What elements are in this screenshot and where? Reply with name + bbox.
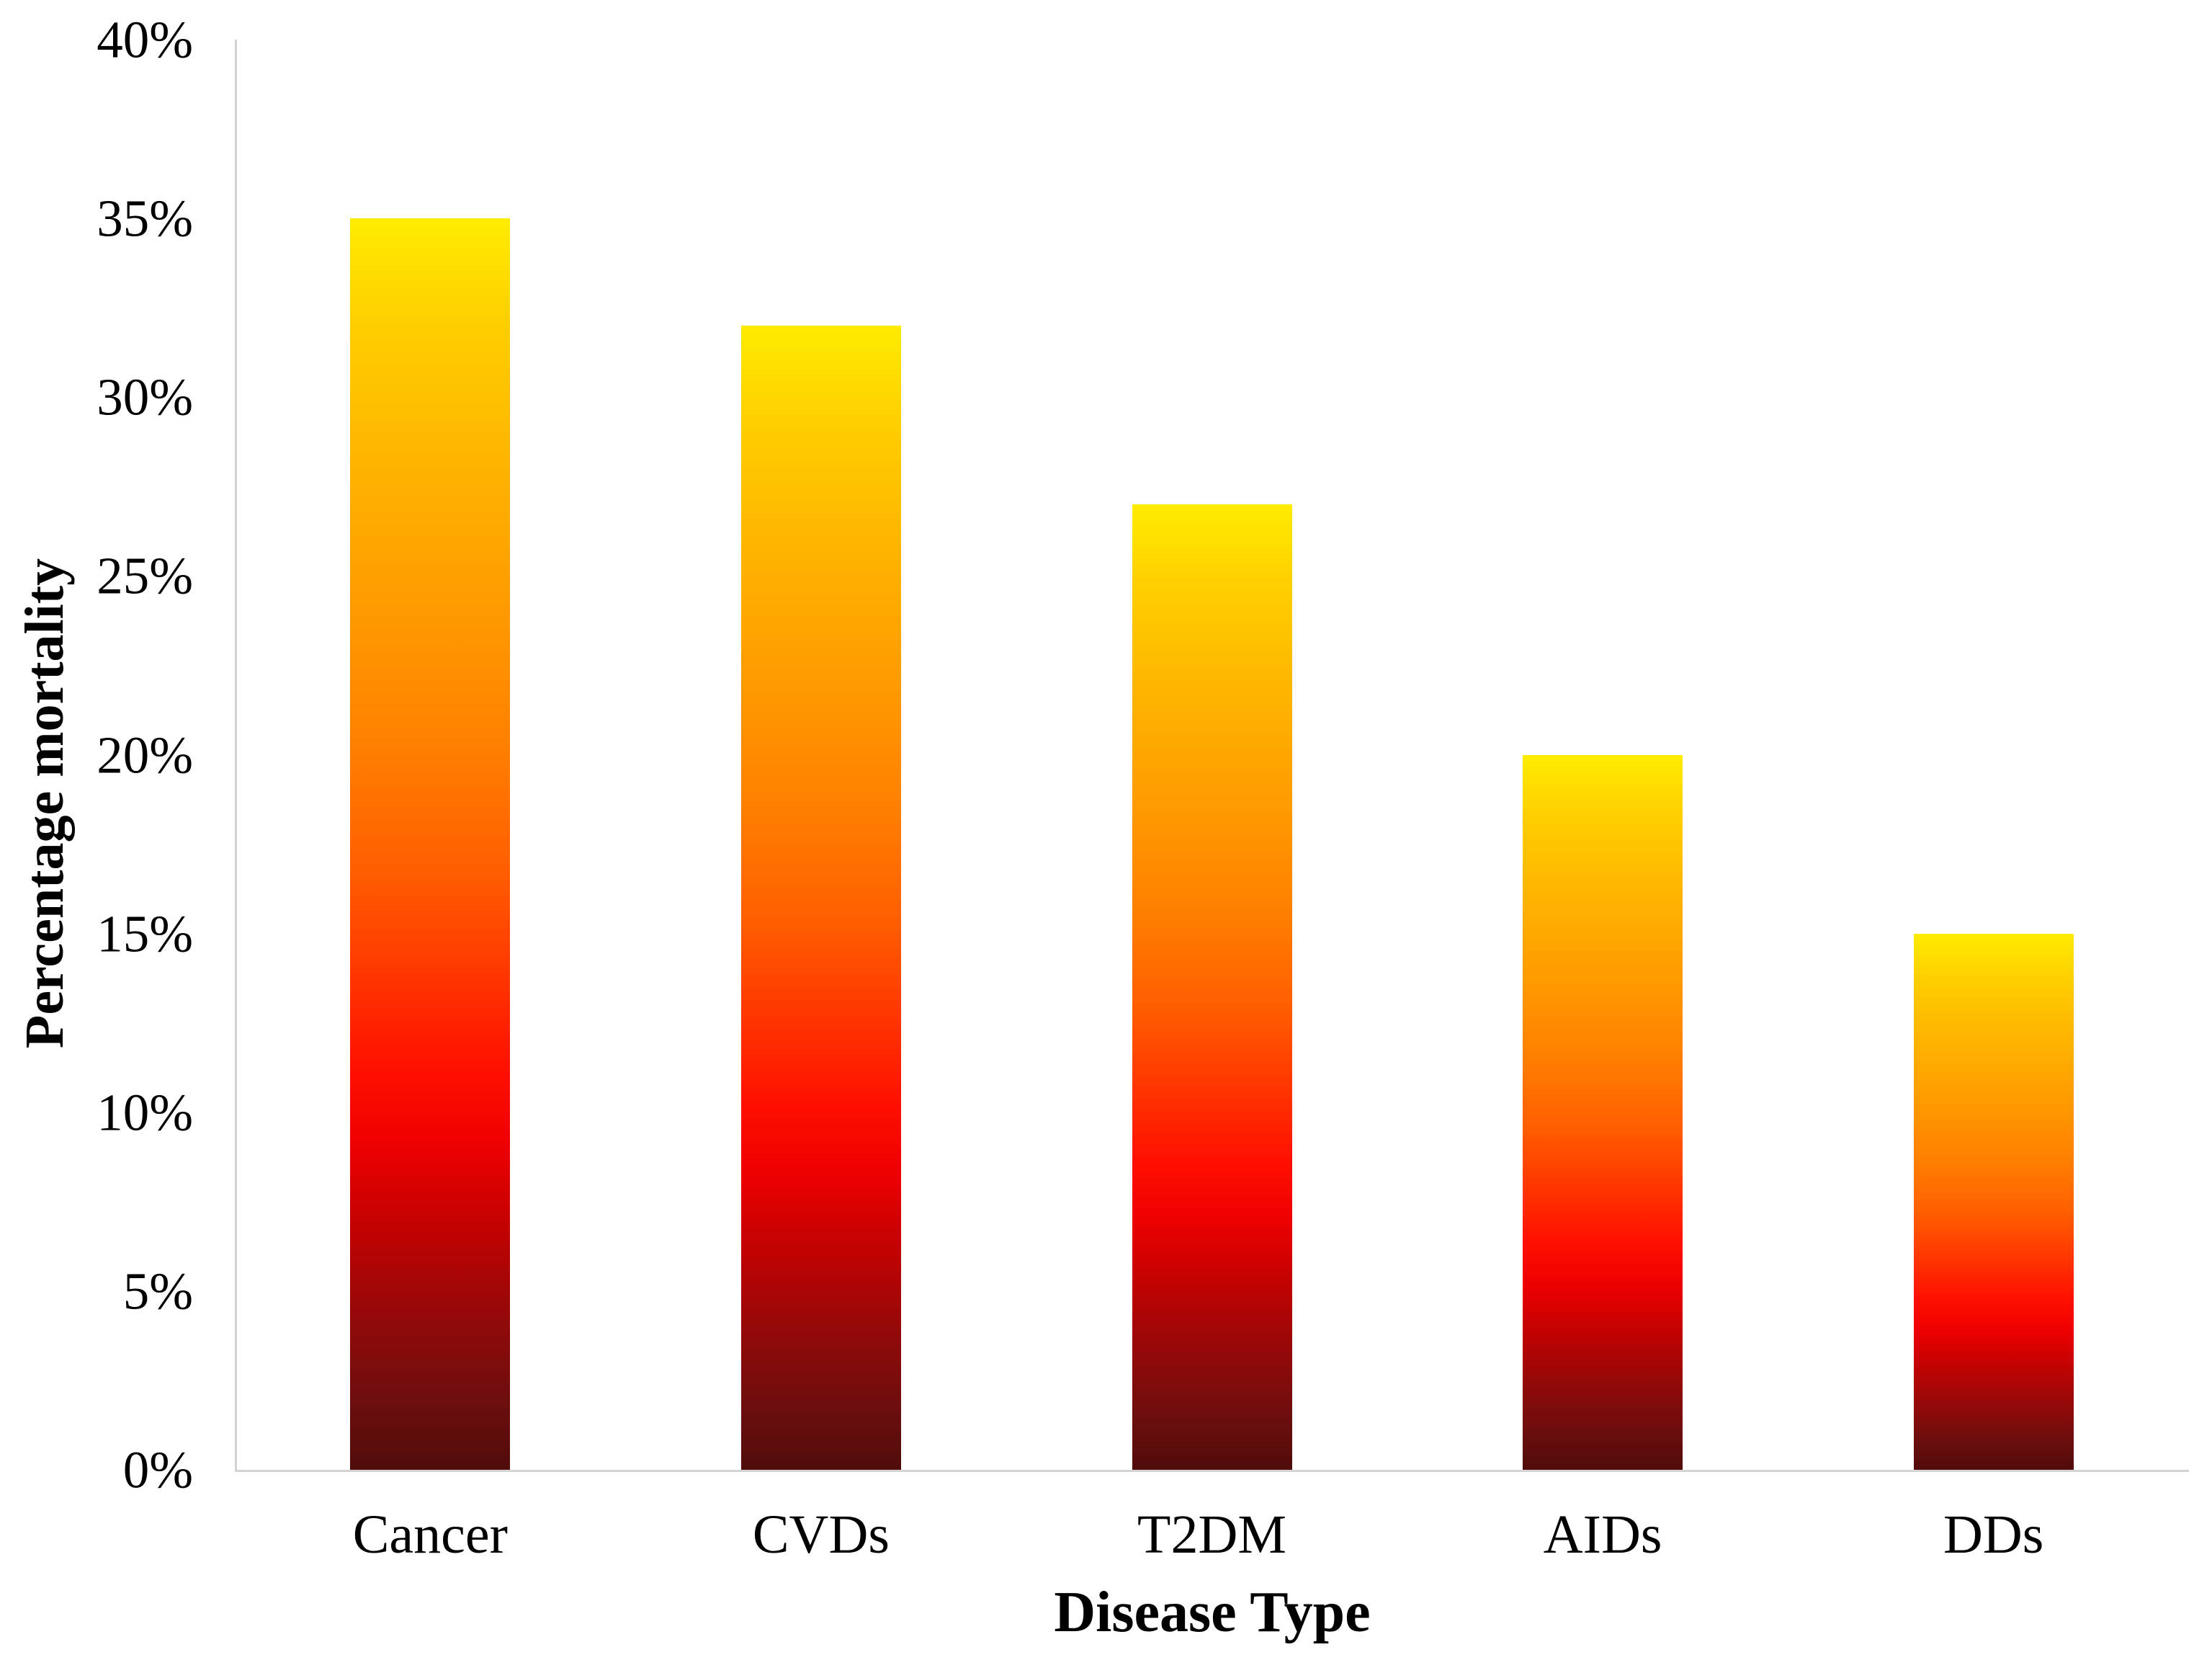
x-category-label-aids: AIDs	[1543, 1504, 1662, 1565]
y-tick-label-15: 15%	[97, 904, 193, 963]
bar-cancer	[350, 218, 511, 1470]
bar-cvds	[740, 326, 901, 1470]
y-tick-label-25: 25%	[97, 546, 193, 605]
y-tick-label-0: 0%	[122, 1440, 193, 1499]
bar-t2dm	[1132, 504, 1292, 1470]
bar-dds	[1913, 933, 2074, 1470]
y-tick-label-10: 10%	[97, 1083, 193, 1142]
y-tick-label-40: 40%	[97, 10, 193, 69]
y-tick-label-35: 35%	[97, 189, 193, 248]
y-tick-label-5: 5%	[122, 1262, 193, 1321]
x-category-label-t2dm: T2DM	[1137, 1504, 1286, 1565]
x-axis-title: Disease Type	[1054, 1581, 1371, 1644]
y-axis-line	[235, 40, 237, 1472]
x-axis-line	[235, 1470, 2189, 1472]
x-category-label-cancer: Cancer	[352, 1504, 508, 1565]
y-tick-label-20: 20%	[97, 726, 193, 784]
x-category-label-cvds: CVDs	[752, 1504, 890, 1565]
y-tick-label-30: 30%	[97, 367, 193, 427]
bar-aids	[1523, 754, 1683, 1470]
y-axis-title: Percentage mortality	[14, 558, 75, 1049]
x-category-label-dds: DDs	[1943, 1504, 2044, 1565]
